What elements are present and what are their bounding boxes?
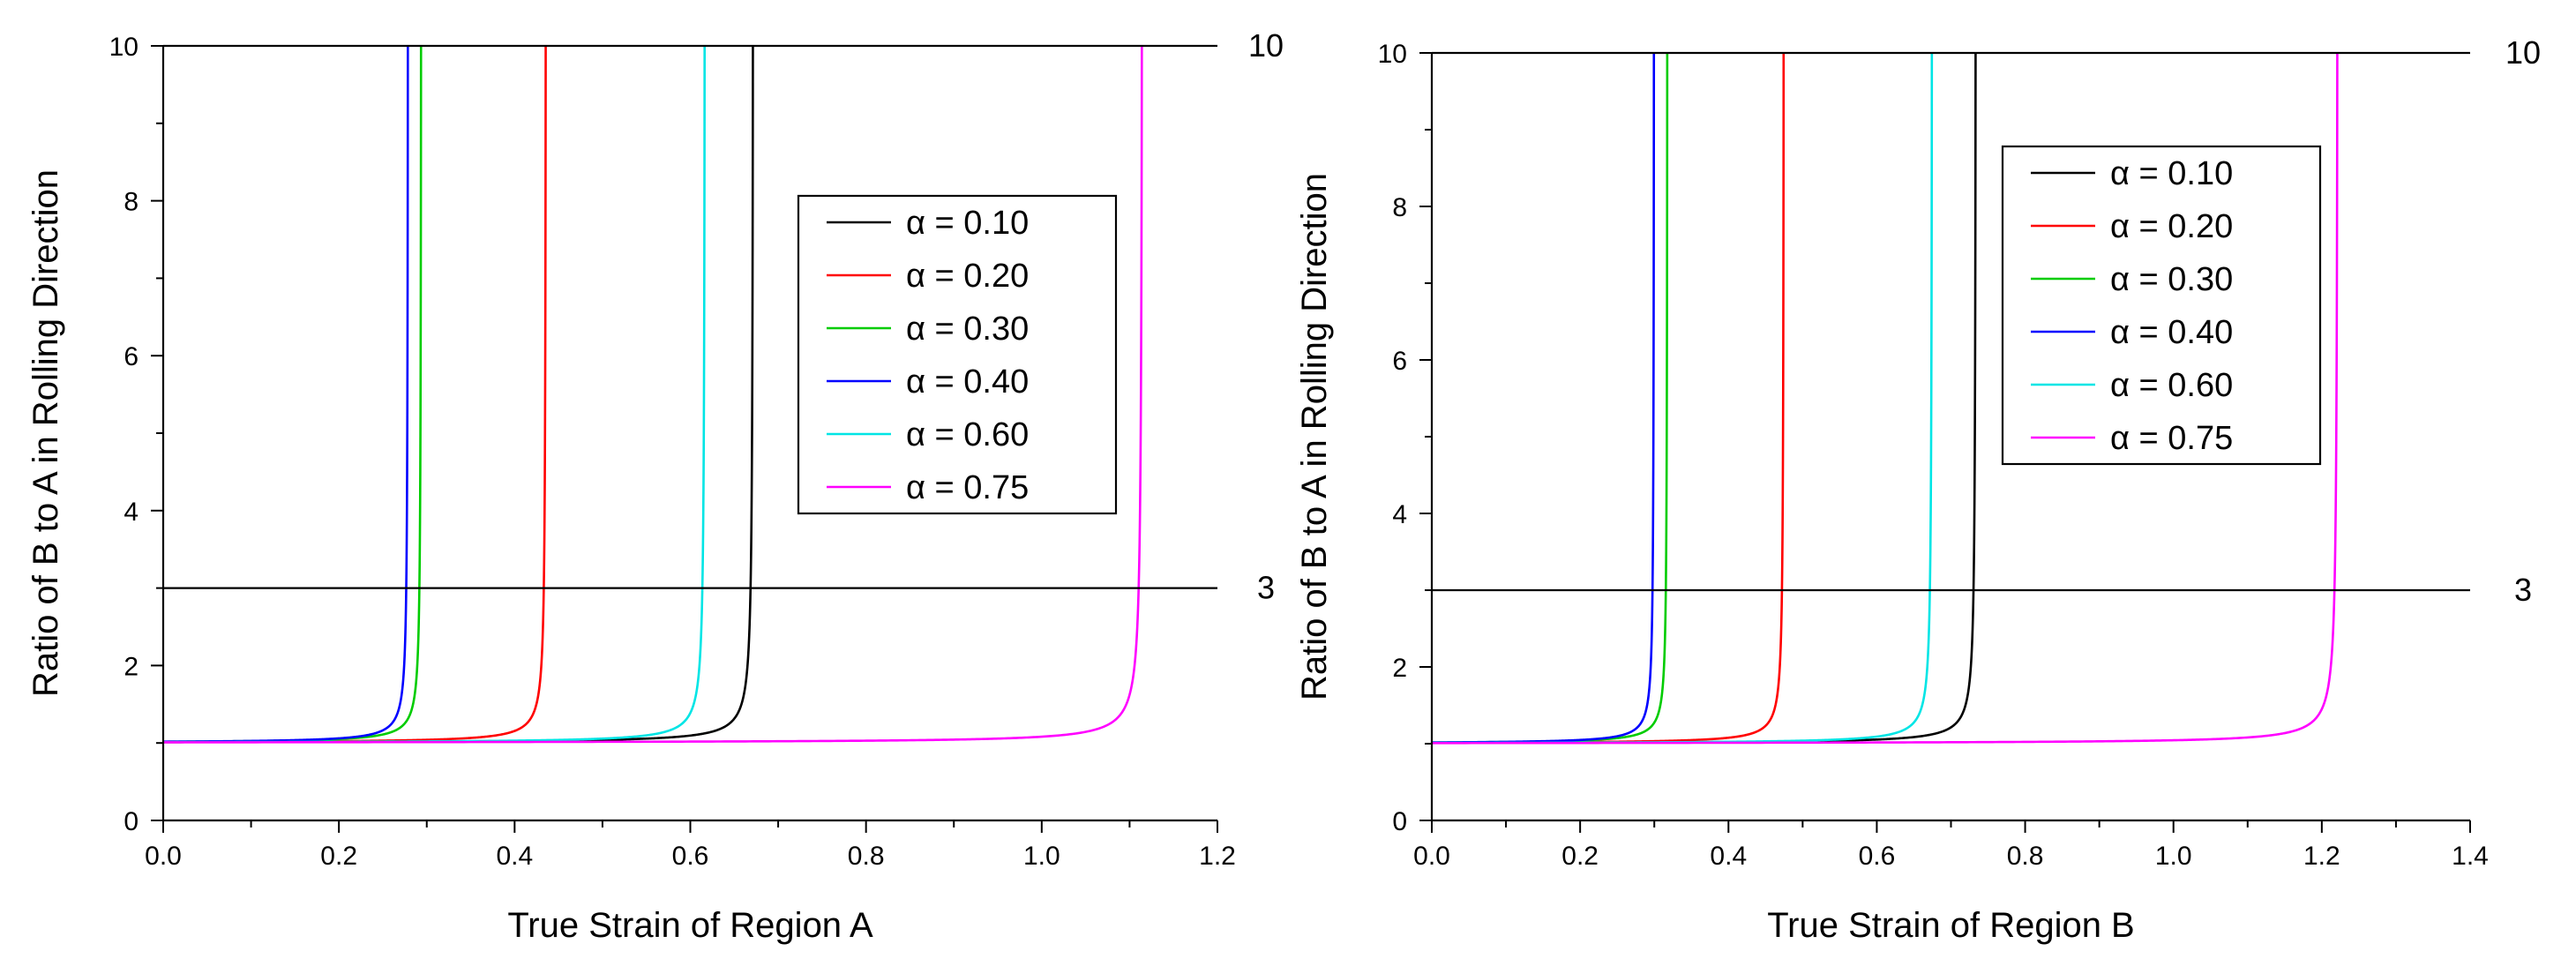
y-tick-label: 6 — [124, 342, 139, 371]
series-line-0.10 — [162, 46, 754, 744]
x-tick-label: 0.6 — [672, 842, 709, 871]
y-tick-label: 2 — [124, 652, 139, 681]
series-group — [1431, 53, 2339, 745]
legend-box — [797, 194, 1118, 515]
legend-label: α = 0.30 — [2110, 261, 2233, 298]
reference-label-y10: 10 — [1248, 27, 1284, 64]
x-tick-label: 0.8 — [2007, 842, 2044, 871]
series-group — [162, 46, 1143, 744]
series-line-0.60 — [1431, 53, 1934, 745]
legend: α = 0.10 α = 0.20 α = 0.30 α = 0.40 α = 0.60… — [2001, 145, 2322, 466]
reference-label-y10: 10 — [2505, 34, 2541, 71]
legend-label: α = 0.20 — [906, 258, 1029, 295]
legend-label: α = 0.10 — [906, 205, 1029, 242]
x-tick-label: 0.8 — [848, 842, 885, 871]
chart-panel-1: 10 3 0.0 0.2 0.4 0.6 0.8 1.0 1.2 0 2 4 6 8 10 True Stra… — [26, 27, 1284, 945]
x-tick-label: 1.2 — [1199, 842, 1236, 871]
x-tick-label: 0.2 — [320, 842, 357, 871]
x-tick-label: 0.0 — [1413, 842, 1450, 871]
legend-label: α = 0.10 — [2110, 155, 2233, 192]
series-line-0.40 — [1431, 53, 1656, 744]
x-axis-title: True Strain of Region B — [1767, 906, 2135, 945]
legend-label: α = 0.30 — [906, 311, 1029, 348]
y-tick-label: 2 — [1392, 654, 1407, 683]
chart-panel-2: 10 3 0.0 0.2 0.4 0.6 0.8 1.0 1.2 1.4 0 2 4 6 8 10 True S… — [1295, 34, 2541, 945]
legend-label: α = 0.40 — [2110, 314, 2233, 351]
y-tick-label: 10 — [1378, 40, 1407, 69]
series-line-0.40 — [162, 46, 409, 744]
x-tick-label: 1.2 — [2303, 842, 2340, 871]
legend-label: α = 0.75 — [906, 469, 1029, 506]
legend-label: α = 0.40 — [906, 363, 1029, 401]
y-tick-label: 4 — [124, 498, 139, 527]
x-tick-label: 0.4 — [1710, 842, 1747, 871]
x-axis-title: True Strain of Region A — [507, 906, 873, 945]
series-line-0.20 — [162, 46, 547, 744]
legend-label: α = 0.60 — [2110, 367, 2233, 404]
y-tick-label: 8 — [124, 188, 139, 217]
y-axis-title: Ratio of B to A in Rolling Direction — [26, 169, 65, 697]
legend-box — [2001, 145, 2322, 466]
x-tick-label: 1.0 — [2155, 842, 2192, 871]
series-line-0.30 — [1431, 53, 1669, 744]
x-tick-label: 1.0 — [1023, 842, 1060, 871]
legend-label: α = 0.75 — [2110, 420, 2233, 457]
series-line-0.20 — [1431, 53, 1786, 745]
y-axis-title: Ratio of B to A in Rolling Direction — [1295, 173, 1334, 700]
series-line-0.60 — [162, 46, 707, 744]
series-line-0.75 — [1432, 53, 2339, 745]
y-tick-label: 4 — [1392, 500, 1407, 529]
legend-label: α = 0.60 — [906, 416, 1029, 453]
x-tick-label: 0.6 — [1859, 842, 1896, 871]
y-tick-label: 6 — [1392, 347, 1407, 376]
y-tick-label: 0 — [124, 807, 139, 836]
series-line-0.75 — [162, 46, 1143, 744]
x-tick-label: 0.4 — [496, 842, 533, 871]
x-tick-label: 1.4 — [2452, 842, 2489, 871]
x-tick-label: 0.0 — [145, 842, 182, 871]
reference-label-y3: 3 — [1257, 570, 1275, 606]
series-line-0.30 — [162, 46, 423, 744]
legend: α = 0.10 α = 0.20 α = 0.30 α = 0.40 α = 0.60… — [797, 194, 1118, 515]
series-line-0.10 — [1432, 53, 1977, 745]
y-tick-label: 0 — [1392, 807, 1407, 836]
y-tick-label: 10 — [109, 33, 139, 62]
legend-label: α = 0.20 — [2110, 208, 2233, 245]
y-tick-label: 8 — [1392, 193, 1407, 222]
x-tick-label: 0.2 — [1561, 842, 1599, 871]
reference-label-y3: 3 — [2514, 572, 2532, 608]
